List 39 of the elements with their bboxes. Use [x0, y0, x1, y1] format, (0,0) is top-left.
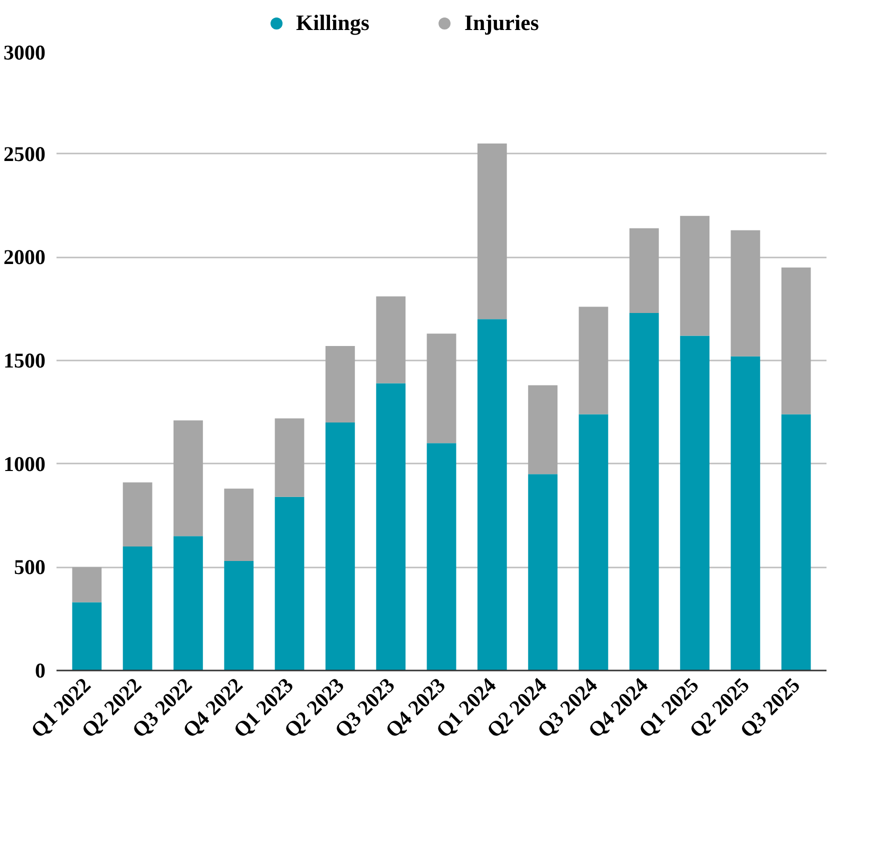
bar — [528, 474, 558, 670]
bar — [578, 306, 608, 414]
bar — [325, 422, 355, 670]
bar — [274, 418, 304, 497]
y-tick-label: 500 — [14, 555, 46, 580]
bar — [528, 385, 558, 474]
bar — [781, 268, 811, 414]
y-tick-label: 2500 — [4, 142, 46, 166]
bar — [72, 602, 102, 670]
bar — [274, 496, 304, 670]
y-tick-label: 1500 — [4, 348, 46, 372]
bar — [477, 319, 507, 670]
bar — [224, 488, 254, 561]
bar — [730, 356, 760, 670]
y-tick-label: 1000 — [4, 452, 46, 476]
legend-label: Injuries — [464, 10, 539, 36]
bar — [174, 536, 203, 670]
bar — [477, 144, 507, 320]
bar — [174, 420, 203, 536]
bar — [426, 443, 456, 670]
bar — [224, 560, 254, 670]
bar — [680, 336, 710, 670]
y-tick-label: 2000 — [4, 245, 46, 270]
y-tick-label: 3000 — [4, 40, 46, 64]
bar — [376, 296, 406, 384]
bar — [72, 567, 102, 602]
bar — [629, 228, 659, 313]
bar — [426, 334, 456, 444]
bar — [629, 312, 659, 670]
bar — [376, 383, 406, 670]
bar — [680, 216, 710, 336]
bar — [122, 546, 152, 670]
bar — [730, 230, 760, 356]
legend-label: Killings — [296, 10, 370, 36]
bar — [781, 414, 811, 670]
bar — [578, 414, 608, 670]
bar — [122, 482, 152, 546]
bar — [325, 346, 355, 422]
y-tick-label: 0 — [35, 658, 46, 682]
